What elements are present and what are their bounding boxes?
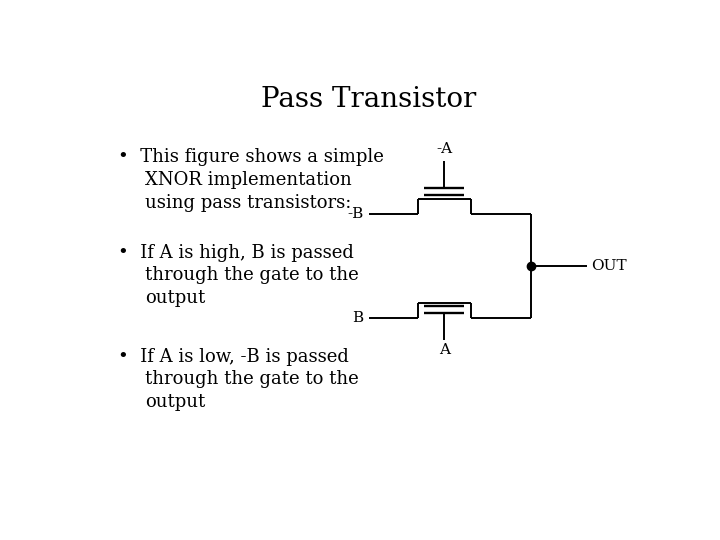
Text: through the gate to the: through the gate to the [145, 266, 359, 285]
Text: using pass transistors:: using pass transistors: [145, 194, 351, 212]
Text: B: B [352, 312, 364, 326]
Text: output: output [145, 393, 205, 411]
Text: A: A [438, 342, 450, 356]
Text: through the gate to the: through the gate to the [145, 370, 359, 388]
Text: OUT: OUT [591, 259, 626, 273]
Text: output: output [145, 289, 205, 307]
Text: -B: -B [347, 207, 364, 221]
Text: XNOR implementation: XNOR implementation [145, 171, 351, 189]
Text: Pass Transistor: Pass Transistor [261, 85, 477, 113]
Text: •  If A is high, B is passed: • If A is high, B is passed [118, 244, 354, 261]
Text: •  This figure shows a simple: • This figure shows a simple [118, 148, 384, 166]
Text: -A: -A [436, 142, 452, 156]
Text: •  If A is low, -B is passed: • If A is low, -B is passed [118, 348, 348, 366]
